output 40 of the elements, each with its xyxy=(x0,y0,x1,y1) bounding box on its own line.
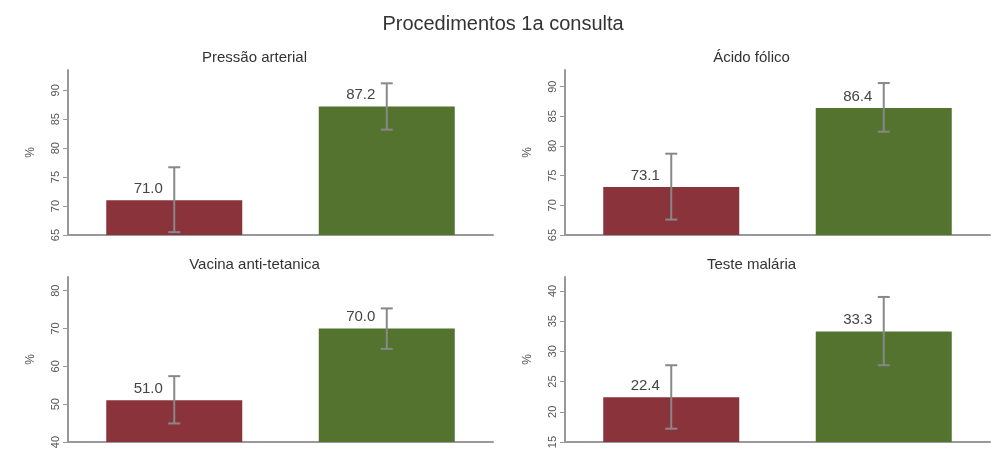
y-tick-label: 80 xyxy=(48,142,61,155)
y-tick-label: 15 xyxy=(545,435,558,449)
y-tick-label: 85 xyxy=(545,110,558,123)
chart-title: Ácido fólico xyxy=(713,48,790,65)
data-label: 22.4 xyxy=(630,376,660,394)
chart-title: Vacina anti-tetanica xyxy=(189,255,321,272)
y-tick-label: 80 xyxy=(545,139,558,153)
y-axis-title: % xyxy=(520,146,534,158)
data-label: 33.3 xyxy=(843,310,873,328)
y-tick-label: 65 xyxy=(48,228,61,242)
data-label: 87.2 xyxy=(346,85,376,103)
y-tick-label: 20 xyxy=(545,405,558,418)
y-tick-label: 90 xyxy=(545,80,558,93)
y-axis-title: % xyxy=(23,353,37,365)
y-tick-label: 65 xyxy=(545,228,558,242)
y-tick-label: 80 xyxy=(48,284,61,297)
data-label: 73.1 xyxy=(630,165,660,183)
y-axis-title: % xyxy=(23,146,37,158)
y-tick-label: 40 xyxy=(48,435,61,449)
y-tick-label: 70 xyxy=(545,199,558,212)
y-tick-label: 50 xyxy=(48,398,61,411)
chart-title: Pressão arterial xyxy=(201,48,308,65)
y-tick-label: 70 xyxy=(48,322,61,335)
y-tick-label: 40 xyxy=(545,284,558,298)
data-label: 86.4 xyxy=(843,86,873,104)
y-tick-label: 75 xyxy=(545,169,558,182)
y-tick-label: 35 xyxy=(545,315,558,328)
y-tick-label: 60 xyxy=(48,360,61,373)
y-axis-title: % xyxy=(520,353,534,365)
y-tick-label: 70 xyxy=(48,199,61,213)
y-tick-label: 30 xyxy=(545,345,558,358)
data-label: 71.0 xyxy=(133,179,163,197)
data-label: 51.0 xyxy=(133,379,163,397)
chart-title: Teste malária xyxy=(706,255,797,272)
text: Procedimentos 1a consulta xyxy=(382,12,624,34)
data-label: 70.0 xyxy=(346,307,376,325)
y-tick-label: 90 xyxy=(48,84,61,97)
y-tick-label: 75 xyxy=(48,170,61,184)
y-tick-label: 25 xyxy=(545,375,558,388)
y-tick-label: 85 xyxy=(48,113,61,126)
